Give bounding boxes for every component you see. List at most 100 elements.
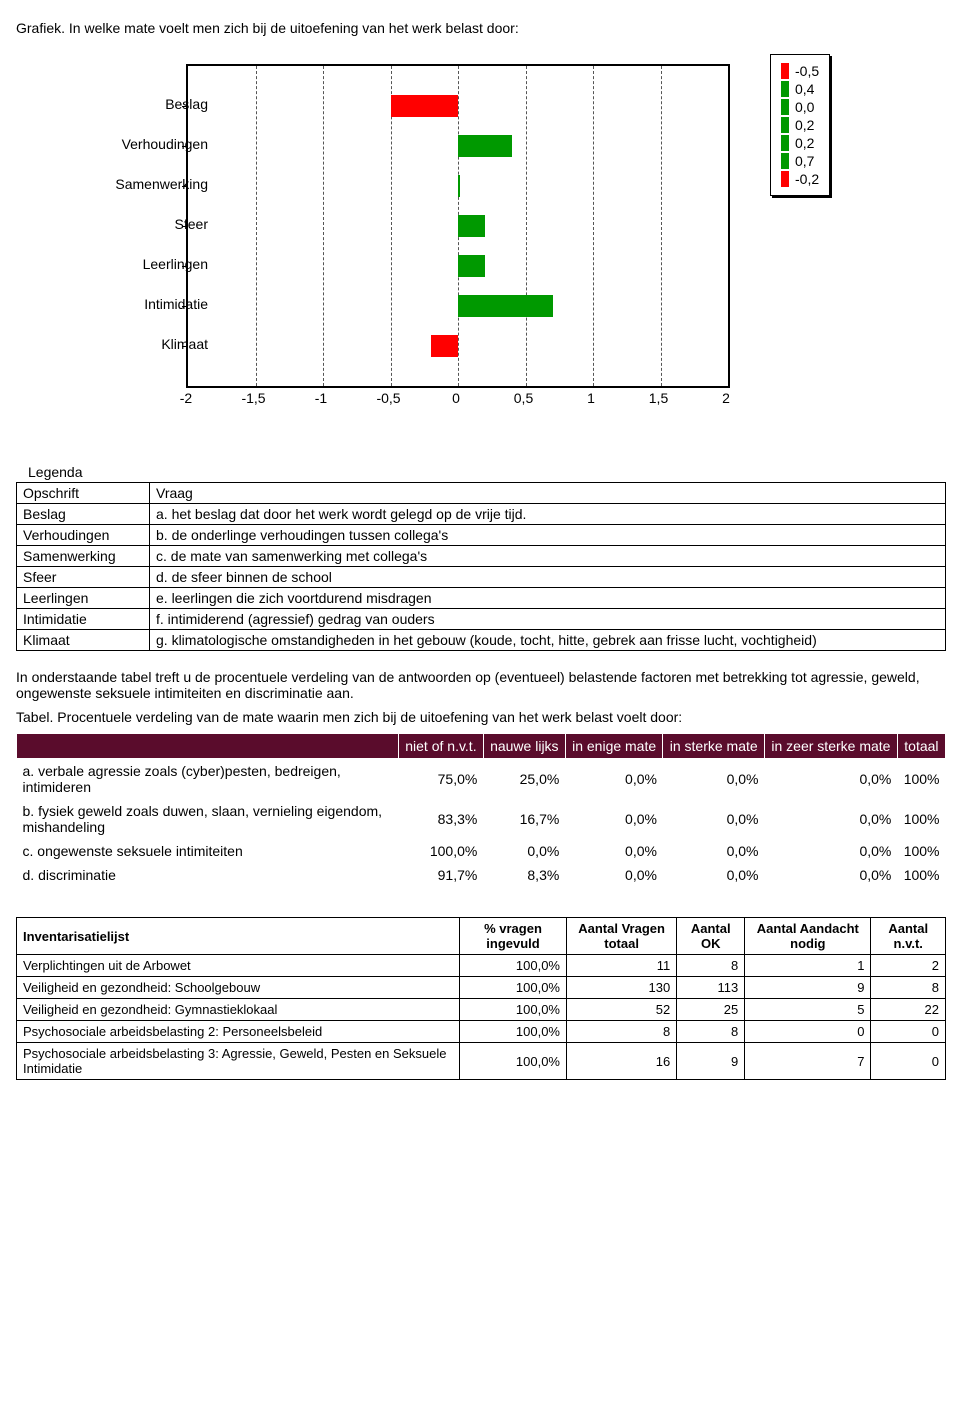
inv-row: Veiligheid en gezondheid: Gymnastiekloka… — [17, 999, 946, 1021]
legend-row: 0,0 — [781, 99, 819, 115]
pct-header: in zeer sterke mate — [765, 734, 898, 759]
chart-legend: -0,50,40,00,20,20,7-0,2 — [770, 54, 830, 196]
gridline — [526, 66, 527, 386]
pct-cell: 0,0% — [765, 759, 898, 800]
inv-row-label: Verplichtingen uit de Arbowet — [17, 955, 460, 977]
pct-row-label: a. verbale agressie zoals (cyber)pesten,… — [17, 759, 399, 800]
legenda-row: Beslaga. het beslag dat door het werk wo… — [17, 504, 946, 525]
inv-cell: 8 — [871, 977, 946, 999]
legend-swatch — [781, 81, 789, 97]
legenda-header: Opschrift — [17, 483, 150, 504]
inv-row: Verplichtingen uit de Arbowet100,0%11812 — [17, 955, 946, 977]
y-category-label: Samenwerking — [115, 176, 208, 192]
inv-cell: 100,0% — [460, 1021, 567, 1043]
y-category-label: Intimidatie — [144, 296, 208, 312]
legend-value: -0,2 — [795, 171, 819, 187]
legenda-value: c. de mate van samenwerking met collega'… — [150, 546, 946, 567]
inv-cell: 11 — [566, 955, 676, 977]
legenda-value: d. de sfeer binnen de school — [150, 567, 946, 588]
legenda-key: Klimaat — [17, 630, 150, 651]
inv-cell: 8 — [677, 1021, 745, 1043]
chart-plot-area — [186, 64, 730, 388]
y-category-label: Beslag — [165, 96, 208, 112]
pct-row-label: b. fysiek geweld zoals duwen, slaan, ver… — [17, 799, 399, 839]
x-tick-label: 0 — [452, 390, 460, 406]
x-tick-label: 0,5 — [514, 390, 533, 406]
inv-header: Aantal Aandacht nodig — [745, 918, 871, 955]
pct-row-label: c. ongewenste seksuele intimiteiten — [17, 839, 399, 863]
pct-cell: 0,0% — [565, 799, 663, 839]
pct-header: in enige mate — [565, 734, 663, 759]
legenda-row: Sfeerd. de sfeer binnen de school — [17, 567, 946, 588]
chart-bar — [458, 135, 512, 157]
legenda-key: Sfeer — [17, 567, 150, 588]
legenda-key: Verhoudingen — [17, 525, 150, 546]
pct-cell: 100,0% — [399, 839, 484, 863]
legend-value: 0,2 — [795, 117, 814, 133]
legenda-key: Samenwerking — [17, 546, 150, 567]
y-category-label: Leerlingen — [143, 256, 208, 272]
inv-cell: 130 — [566, 977, 676, 999]
legend-value: 0,7 — [795, 153, 814, 169]
legenda-value: b. de onderlinge verhoudingen tussen col… — [150, 525, 946, 546]
y-category-label: Sfeer — [175, 216, 208, 232]
pct-cell: 0,0% — [765, 799, 898, 839]
inv-cell: 16 — [566, 1043, 676, 1080]
legend-value: 0,2 — [795, 135, 814, 151]
inv-row: Psychosociale arbeidsbelasting 3: Agress… — [17, 1043, 946, 1080]
inv-cell: 9 — [745, 977, 871, 999]
chart-region: BeslagVerhoudingenSamenwerkingSfeerLeerl… — [56, 54, 944, 434]
legend-row: 0,4 — [781, 81, 819, 97]
pct-cell: 0,0% — [565, 863, 663, 887]
chart-bar — [431, 335, 458, 357]
legenda-row: Klimaatg. klimatologische omstandigheden… — [17, 630, 946, 651]
pct-cell: 100% — [897, 839, 945, 863]
gridline — [323, 66, 324, 386]
pct-header: niet of n.v.t. — [399, 734, 484, 759]
legend-swatch — [781, 117, 789, 133]
inv-cell: 7 — [745, 1043, 871, 1080]
pct-cell: 0,0% — [565, 759, 663, 800]
x-tick-label: 1,5 — [649, 390, 668, 406]
paragraph-intro: In onderstaande tabel treft u de procent… — [16, 669, 944, 701]
pct-cell: 16,7% — [483, 799, 565, 839]
pct-cell: 0,0% — [765, 863, 898, 887]
inv-row-label: Psychosociale arbeidsbelasting 2: Person… — [17, 1021, 460, 1043]
inv-row-label: Veiligheid en gezondheid: Schoolgebouw — [17, 977, 460, 999]
legend-swatch — [781, 171, 789, 187]
x-tick-label: -2 — [180, 390, 192, 406]
legenda-key: Intimidatie — [17, 609, 150, 630]
pct-row-label: d. discriminatie — [17, 863, 399, 887]
x-tick-label: -1 — [315, 390, 327, 406]
pct-row: c. ongewenste seksuele intimiteiten100,0… — [17, 839, 946, 863]
chart-bar — [458, 175, 460, 197]
inv-row: Veiligheid en gezondheid: Schoolgebouw10… — [17, 977, 946, 999]
inv-cell: 2 — [871, 955, 946, 977]
pct-cell: 25,0% — [483, 759, 565, 800]
legenda-row: Intimidatief. intimiderend (agressief) g… — [17, 609, 946, 630]
legend-swatch — [781, 135, 789, 151]
inv-cell: 100,0% — [460, 1043, 567, 1080]
x-tick-label: -1,5 — [241, 390, 265, 406]
pct-cell: 0,0% — [765, 839, 898, 863]
gridline — [661, 66, 662, 386]
inv-header: Aantal OK — [677, 918, 745, 955]
legenda-value: g. klimatologische omstandigheden in het… — [150, 630, 946, 651]
pct-header: totaal — [897, 734, 945, 759]
inv-cell: 8 — [566, 1021, 676, 1043]
inv-cell: 1 — [745, 955, 871, 977]
gridline — [593, 66, 594, 386]
x-tick-label: 1 — [587, 390, 595, 406]
pct-cell: 8,3% — [483, 863, 565, 887]
inv-header: Inventarisatielijst — [17, 918, 460, 955]
pct-header: nauwe lijks — [483, 734, 565, 759]
inv-cell: 100,0% — [460, 999, 567, 1021]
pct-header-blank — [17, 734, 399, 759]
inv-header: Aantal n.v.t. — [871, 918, 946, 955]
legenda-key: Beslag — [17, 504, 150, 525]
legenda-title: Legenda — [28, 464, 944, 480]
inventory-table: Inventarisatielijst% vragen ingevuldAant… — [16, 917, 946, 1080]
pct-row: d. discriminatie91,7%8,3%0,0%0,0%0,0%100… — [17, 863, 946, 887]
legend-row: 0,7 — [781, 153, 819, 169]
x-tick-label: 2 — [722, 390, 730, 406]
